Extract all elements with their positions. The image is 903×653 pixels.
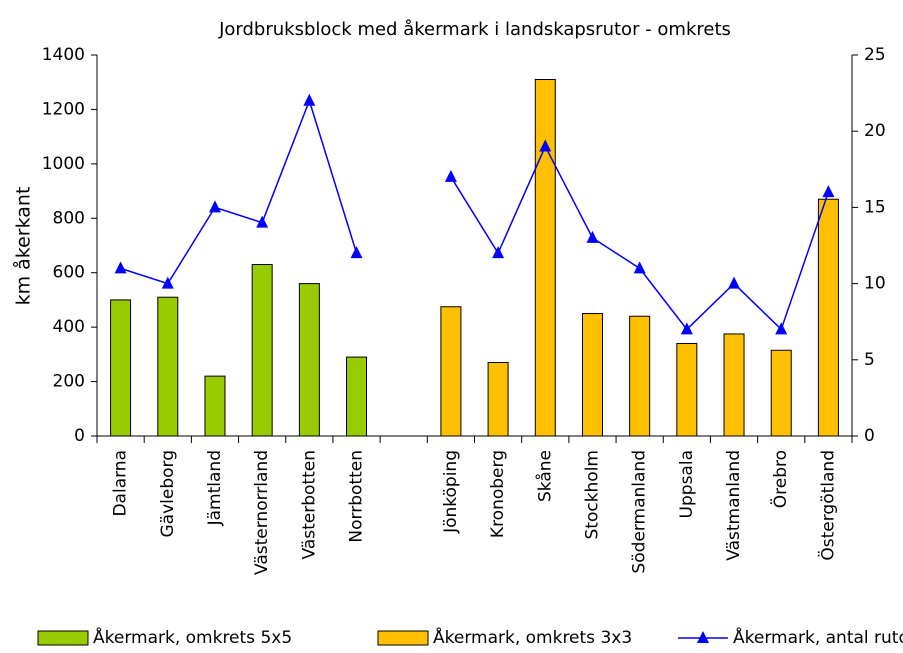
- marker: [444, 169, 457, 182]
- y2-tick-label: 25: [864, 45, 886, 65]
- bar: [204, 375, 226, 437]
- marker: [161, 276, 174, 289]
- legend-swatch: [37, 630, 89, 646]
- legend-label: Åkermark, omkrets 3x3: [433, 626, 632, 648]
- x-tick-label: Kronoberg: [488, 450, 508, 538]
- marker: [822, 185, 835, 198]
- x-tick-label: Dalarna: [111, 450, 131, 517]
- x-tick-label: Skåne: [534, 450, 555, 502]
- bar: [676, 342, 698, 437]
- x-tick-label: Norrbotten: [347, 450, 367, 543]
- y-tick-label: 0: [74, 426, 85, 446]
- bar: [298, 283, 320, 437]
- x-tick-label: Jönköping: [441, 450, 461, 534]
- marker: [350, 246, 363, 259]
- bar: [723, 333, 745, 437]
- bar: [817, 198, 839, 437]
- bar: [346, 356, 368, 437]
- y-tick-label: 1400: [42, 45, 85, 65]
- bar: [110, 299, 132, 437]
- y-tick-label: 600: [53, 263, 85, 283]
- bar: [534, 78, 556, 437]
- bar: [629, 315, 651, 437]
- marker: [633, 261, 646, 274]
- x-tick-label: Östergötland: [816, 450, 838, 561]
- bar: [581, 313, 603, 437]
- x-tick-label: Stockholm: [582, 450, 602, 540]
- legend-label: Åkermark, omkrets 5x5: [93, 626, 292, 648]
- marker: [680, 322, 693, 335]
- bar: [157, 296, 179, 437]
- bar: [440, 306, 462, 437]
- y-axis-label: km åkerkant: [12, 187, 35, 306]
- x-tick-label: Södermanland: [630, 450, 650, 574]
- marker: [256, 215, 269, 228]
- y-tick-label: 1200: [42, 99, 85, 119]
- bar: [487, 362, 509, 437]
- marker: [114, 261, 127, 274]
- y-tick-label: 200: [53, 372, 85, 392]
- marker: [728, 276, 741, 289]
- bar: [251, 264, 273, 437]
- y-tick-label: 1000: [42, 154, 85, 174]
- x-tick-label: Gävleborg: [158, 450, 178, 538]
- y2-tick-label: 0: [864, 426, 875, 446]
- y2-tick-label: 10: [864, 274, 886, 294]
- marker: [539, 139, 552, 152]
- chart-title: Jordbruksblock med åkermark i landskapsr…: [218, 19, 731, 40]
- bar: [770, 349, 792, 437]
- legend-swatch: [377, 630, 429, 646]
- line: [120, 98, 830, 331]
- legend-marker: [697, 631, 709, 643]
- y2-tick-label: 5: [864, 350, 875, 370]
- x-tick-label: Örebro: [769, 450, 791, 508]
- marker: [586, 230, 599, 243]
- y-tick-label: 400: [53, 317, 85, 337]
- x-tick-label: Västerbotten: [299, 450, 319, 559]
- x-tick-label: Uppsala: [677, 450, 697, 518]
- legend-label: Åkermark, antal rutor: [733, 626, 903, 648]
- marker: [492, 246, 505, 259]
- marker: [208, 200, 221, 213]
- x-tick-label: Västmanland: [724, 450, 744, 561]
- marker: [303, 93, 316, 106]
- y2-tick-label: 15: [864, 197, 886, 217]
- x-tick-label: Jämtland: [205, 450, 225, 526]
- y2-tick-label: 20: [864, 121, 886, 141]
- y-tick-label: 800: [53, 208, 85, 228]
- x-tick-label: Västernorrland: [252, 450, 272, 575]
- marker: [775, 322, 788, 335]
